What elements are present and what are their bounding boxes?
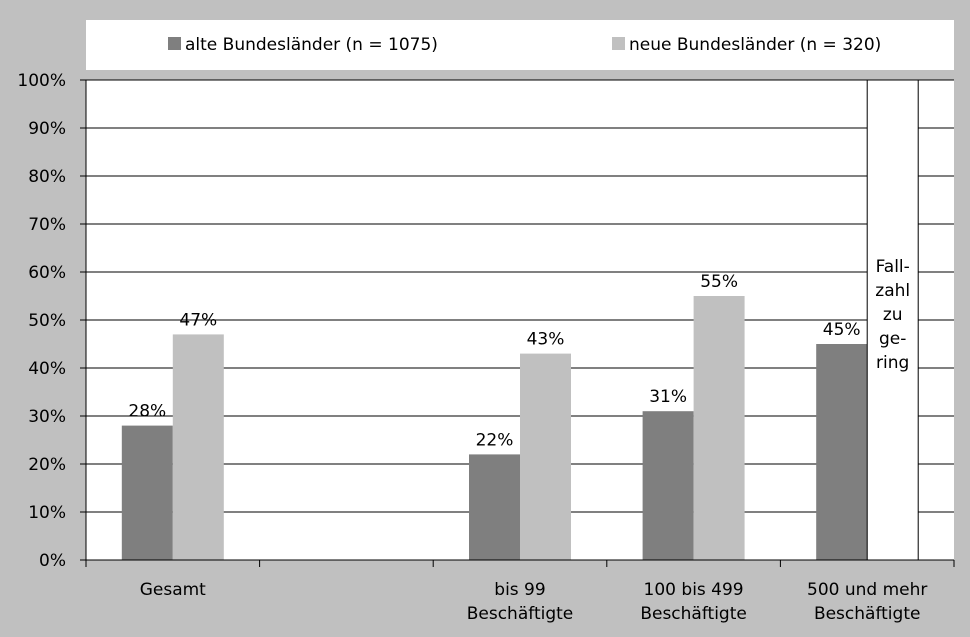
bar (693, 296, 745, 560)
x-category-label: Beschäftigte (467, 604, 574, 624)
bar (469, 454, 520, 560)
insufficient-data-note: zu (883, 305, 903, 325)
legend-swatch (612, 37, 625, 50)
data-label: 47% (179, 310, 217, 330)
bar (642, 411, 694, 560)
insufficient-data-note: Fall- (876, 257, 910, 277)
insufficient-data-note: ring (876, 353, 909, 373)
y-tick-label: 30% (28, 407, 66, 427)
y-tick-label: 20% (28, 455, 66, 475)
x-category-label: Gesamt (140, 580, 206, 600)
data-label: 31% (649, 387, 687, 407)
legend-label: neue Bundesländer (n = 320) (629, 35, 881, 55)
y-tick-label: 90% (28, 119, 66, 139)
x-category-label: Beschäftigte (640, 604, 747, 624)
y-tick-label: 100% (17, 71, 66, 91)
y-tick-label: 50% (28, 311, 66, 331)
bar (121, 425, 173, 560)
x-axis: Gesamt bis 99 Beschäftigte 100 bis 499 Besch… (85, 559, 955, 624)
y-axis: 0% 10% 20% 30% 40% 50% 60% 70% 80% 90% 100% (17, 71, 87, 571)
legend-swatch (168, 37, 181, 50)
data-label: 45% (823, 320, 861, 340)
x-category-label: 100 bis 499 (644, 580, 744, 600)
data-label: 43% (527, 330, 565, 350)
bar (172, 334, 224, 560)
insufficient-data-note: ge- (879, 329, 906, 349)
bar (816, 344, 868, 560)
y-tick-label: 40% (28, 359, 66, 379)
insufficient-data-box (866, 79, 919, 561)
y-tick-label: 0% (39, 551, 66, 571)
data-label: 22% (476, 430, 514, 450)
legend: alte Bundesländer (n = 1075) neue Bundesl… (168, 35, 881, 55)
y-tick-label: 80% (28, 167, 66, 187)
legend-box (86, 20, 954, 70)
insufficient-data-note: zahl (875, 281, 910, 301)
y-tick-label: 10% (28, 503, 66, 523)
data-label: 28% (128, 402, 166, 422)
bar (520, 353, 571, 560)
y-tick-label: 70% (28, 215, 66, 235)
x-category-label: 500 und mehr (807, 580, 927, 600)
bars: 28% 47% 22% 43% 31% 55% 45% Fall-zahl zu ge-ring (121, 79, 919, 561)
data-label: 55% (700, 272, 738, 292)
x-category-label: bis 99 (494, 580, 545, 600)
legend-label: alte Bundesländer (n = 1075) (185, 35, 438, 55)
y-tick-label: 60% (28, 263, 66, 283)
x-category-label: Beschäftigte (814, 604, 921, 624)
